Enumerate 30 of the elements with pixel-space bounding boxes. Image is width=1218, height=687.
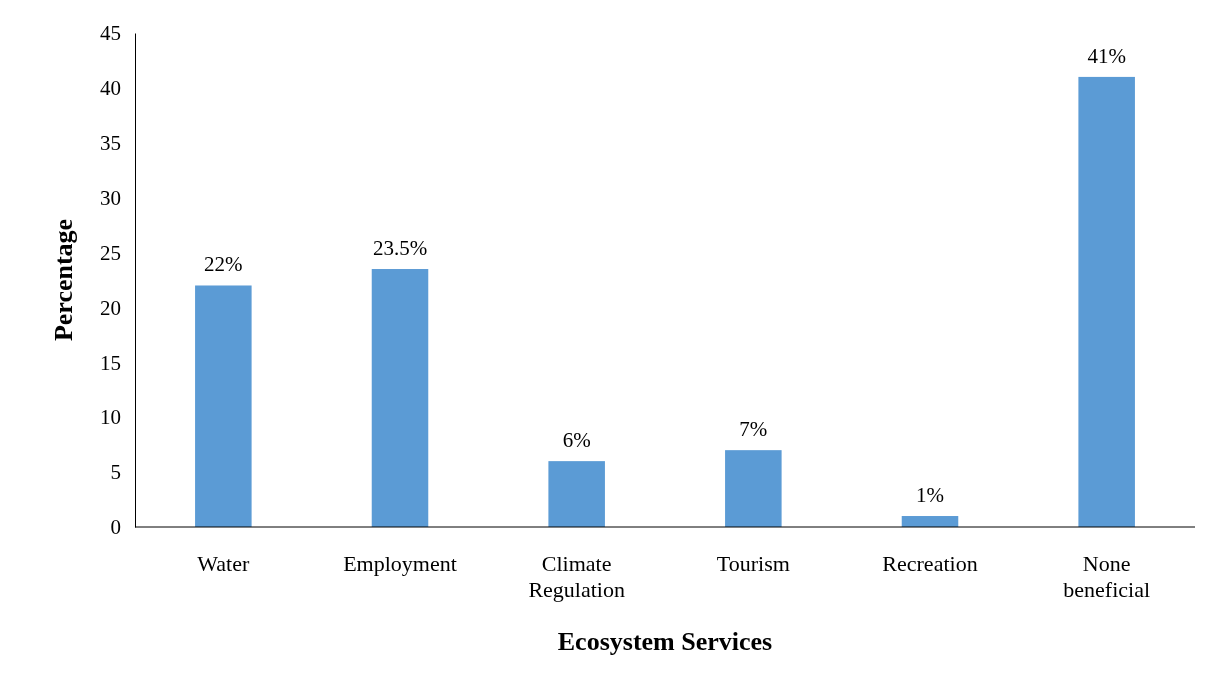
data-label: 41%: [1087, 43, 1126, 68]
y-tick-label: 45: [100, 21, 121, 46]
x-tick-label: Climate Regulation: [528, 551, 625, 602]
y-tick-label: 10: [100, 405, 121, 430]
bar: [725, 450, 782, 527]
bar: [195, 285, 252, 527]
x-tick-label: Water: [197, 551, 250, 576]
y-tick-label: 5: [110, 460, 121, 485]
y-tick-label: 0: [110, 515, 121, 540]
x-tick-label: Recreation: [882, 551, 978, 576]
y-tick-label: 35: [100, 131, 121, 155]
data-label: 1%: [916, 483, 944, 508]
y-tick-label: 25: [100, 240, 121, 265]
y-axis-title: Percentage: [49, 218, 78, 342]
data-label: 23.5%: [372, 236, 428, 261]
bar: [1078, 76, 1135, 527]
data-label: 22%: [204, 252, 243, 277]
y-tick-label: 15: [100, 350, 121, 375]
bar: [901, 516, 959, 527]
y-tick-label: 40: [100, 76, 121, 101]
x-axis-title: Ecosystem Services: [557, 627, 773, 656]
data-label: 7%: [739, 417, 768, 442]
bar: [371, 269, 429, 527]
y-tick-label: 20: [100, 295, 121, 320]
x-tick-label: Tourism: [716, 551, 790, 576]
x-tick-label: Employment: [343, 551, 457, 576]
data-label: 6%: [562, 428, 591, 453]
y-tick-label: 30: [100, 185, 121, 210]
x-tick-label: None beneficial: [1063, 551, 1151, 602]
bar: [548, 461, 605, 527]
